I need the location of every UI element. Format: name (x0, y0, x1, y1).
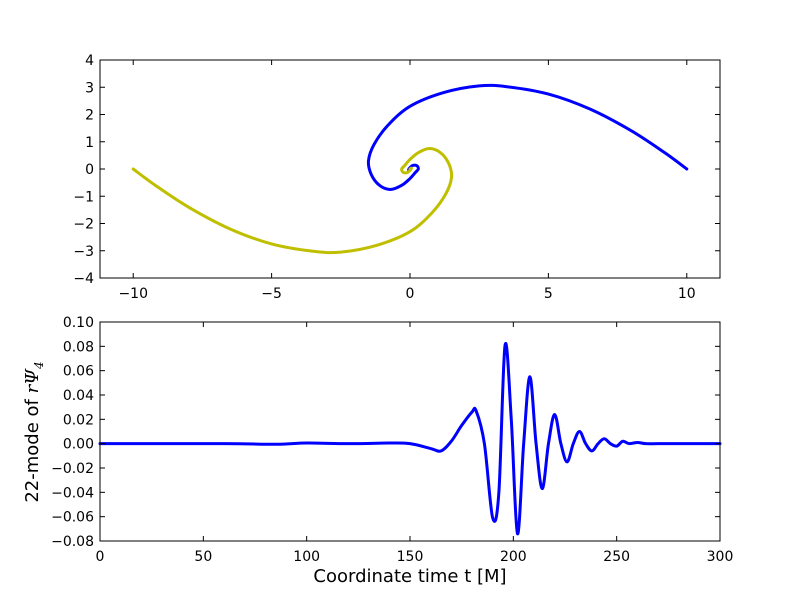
orbit-y-tick-label: 1 (85, 135, 94, 151)
waveform-y-tick-label: 0.04 (63, 388, 94, 404)
orbit-y-tick-label: −3 (73, 244, 94, 260)
waveform-y-tick-label: −0.06 (51, 510, 94, 526)
waveform-x-tick-label: 50 (194, 549, 212, 565)
waveform-y-axis-label-prefix: 22-mode of (22, 393, 43, 502)
waveform-y-tick-label: −0.02 (51, 461, 94, 477)
orbit-x-tick-label: 10 (678, 286, 696, 302)
orbit-series-line-0 (366, 83, 689, 191)
waveform-ticks: 0 50 100 150 200 250 300 −0.08 −0.06 −0.04 −0.02 0.… (51, 315, 733, 565)
waveform-y-tick-label: −0.08 (51, 534, 94, 550)
waveform-lines (98, 341, 722, 536)
waveform-x-tick-label: 100 (293, 549, 320, 565)
orbit-lines (131, 83, 689, 255)
waveform-y-tick-label: 0.06 (63, 364, 94, 380)
orbit-x-tick-label: −10 (118, 286, 148, 302)
orbit-y-tick-label: 3 (85, 80, 94, 96)
waveform-x-axis-label: Coordinate time t [M] (313, 566, 506, 587)
waveform-y-tick-label: 0.08 (63, 339, 94, 355)
orbit-y-tick-label: 4 (85, 53, 94, 69)
orbit-y-tick-label: 0 (85, 162, 94, 178)
waveform-panel: 0 50 100 150 200 250 300 −0.08 −0.06 −0.04 −0.02 0.… (22, 315, 733, 587)
orbit-x-tick-label: 0 (406, 286, 415, 302)
waveform-y-tick-label: 0.00 (63, 437, 94, 453)
orbit-y-tick-label: −4 (73, 271, 94, 287)
waveform-x-tick-label: 150 (397, 549, 424, 565)
orbit-x-tick-label: −5 (261, 286, 282, 302)
waveform-y-axis-label-math: rΨ (22, 368, 43, 394)
waveform-series-line-0 (98, 341, 722, 536)
waveform-y-tick-label: 0.10 (63, 315, 94, 331)
waveform-x-tick-label: 200 (500, 549, 527, 565)
waveform-y-axis-label-subscript: 4 (32, 361, 46, 370)
orbit-series-line-1 (131, 147, 454, 255)
waveform-y-axis-label: 22-mode of rΨ4 (22, 361, 46, 502)
orbit-y-tick-label: 2 (85, 108, 94, 124)
waveform-x-tick-label: 300 (707, 549, 734, 565)
orbit-y-tick-label: −1 (73, 189, 94, 205)
orbit-y-tick-label: −2 (73, 217, 94, 233)
orbit-x-tick-label: 5 (544, 286, 553, 302)
waveform-y-tick-label: −0.04 (51, 485, 94, 501)
waveform-x-tick-label: 250 (603, 549, 630, 565)
waveform-y-tick-label: 0.02 (63, 412, 94, 428)
waveform-x-tick-label: 0 (96, 549, 105, 565)
